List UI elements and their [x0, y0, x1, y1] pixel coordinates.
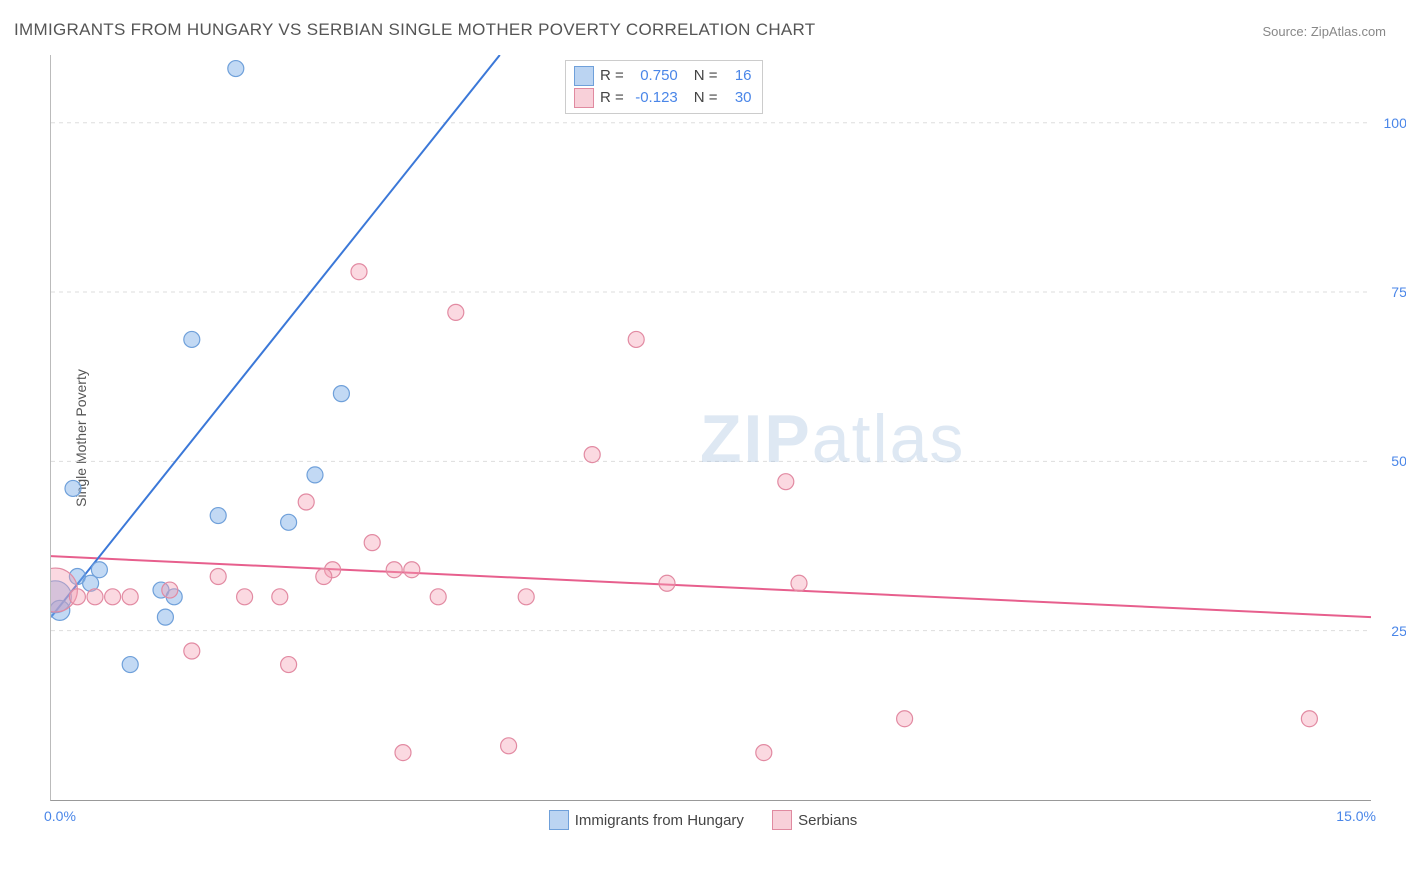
square-icon	[574, 66, 594, 86]
series-legend: Immigrants from Hungary Serbians	[0, 810, 1406, 834]
data-point	[897, 711, 913, 727]
data-point	[210, 508, 226, 524]
r-value: -0.123	[630, 87, 678, 109]
data-point	[105, 589, 121, 605]
data-point	[162, 582, 178, 598]
legend-item-serbians: Serbians	[772, 810, 857, 830]
square-icon	[772, 810, 792, 830]
data-point	[364, 535, 380, 551]
data-point	[184, 643, 200, 659]
source-label: Source: ZipAtlas.com	[1262, 24, 1386, 39]
y-tick-label: 75.0%	[1376, 284, 1406, 300]
data-point	[404, 562, 420, 578]
data-point	[210, 569, 226, 585]
data-point	[87, 589, 103, 605]
data-point	[333, 386, 349, 402]
data-point	[281, 657, 297, 673]
data-point	[184, 331, 200, 347]
square-icon	[574, 88, 594, 108]
scatter-svg	[51, 55, 1371, 800]
n-value: 30	[724, 87, 752, 109]
correlation-legend: R = 0.750 N = 16 R = -0.123 N = 30	[565, 60, 763, 114]
data-point	[316, 569, 332, 585]
data-point	[298, 494, 314, 510]
data-point	[272, 589, 288, 605]
data-point	[756, 745, 772, 761]
data-point	[91, 562, 107, 578]
data-point	[281, 514, 297, 530]
data-point	[659, 575, 675, 591]
y-tick-label: 100.0%	[1376, 115, 1406, 131]
square-icon	[549, 810, 569, 830]
data-point	[237, 589, 253, 605]
data-point	[386, 562, 402, 578]
r-label: R =	[600, 87, 624, 109]
data-point	[628, 331, 644, 347]
data-point	[122, 657, 138, 673]
r-label: R =	[600, 65, 624, 87]
r-value: 0.750	[630, 65, 678, 87]
y-tick-label: 25.0%	[1376, 623, 1406, 639]
legend-row: R = 0.750 N = 16	[574, 65, 752, 87]
data-point	[69, 589, 85, 605]
data-point	[395, 745, 411, 761]
legend-row: R = -0.123 N = 30	[574, 87, 752, 109]
plot-area: 25.0%50.0%75.0%100.0%	[50, 55, 1371, 801]
data-point	[65, 480, 81, 496]
data-point	[1301, 711, 1317, 727]
data-point	[584, 447, 600, 463]
legend-label: Serbians	[798, 812, 857, 829]
data-point	[448, 304, 464, 320]
data-point	[501, 738, 517, 754]
n-value: 16	[724, 65, 752, 87]
data-point	[122, 589, 138, 605]
data-point	[778, 474, 794, 490]
data-point	[430, 589, 446, 605]
data-point	[307, 467, 323, 483]
data-point	[791, 575, 807, 591]
n-label: N =	[694, 65, 718, 87]
data-point	[518, 589, 534, 605]
legend-label: Immigrants from Hungary	[575, 812, 744, 829]
y-tick-label: 50.0%	[1376, 453, 1406, 469]
legend-item-hungary: Immigrants from Hungary	[549, 810, 744, 830]
n-label: N =	[694, 87, 718, 109]
chart-title: IMMIGRANTS FROM HUNGARY VS SERBIAN SINGL…	[14, 20, 816, 40]
data-point	[228, 61, 244, 77]
data-point	[351, 264, 367, 280]
data-point	[157, 609, 173, 625]
